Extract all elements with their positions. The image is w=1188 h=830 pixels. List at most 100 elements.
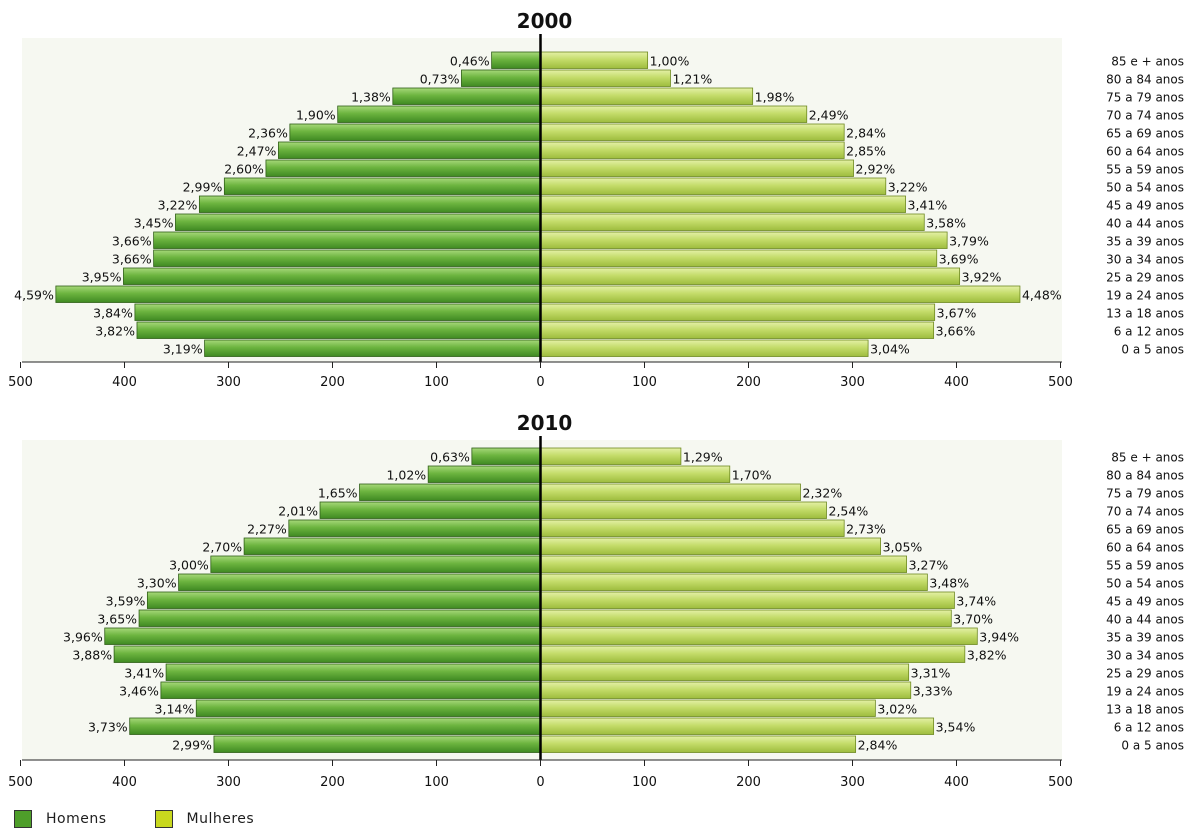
category-label-85-e-anos-2000: 85 e + anos (1111, 55, 1184, 69)
bar-homens-6-a-12-anos-2000 (136, 321, 541, 339)
label-homens-35-a-39-anos-2000: 3,66% (112, 234, 152, 249)
category-label-75-a-79-anos-2000: 75 a 79 anos (1106, 91, 1184, 105)
bar-homens-75-a-79-anos-2000 (392, 87, 541, 105)
bar-mulheres-40-a-44-anos-2000 (540, 213, 925, 231)
bar-mulheres-70-a-74-anos-2010 (540, 501, 827, 519)
label-mulheres-19-a-24-anos-2000: 4,48% (1022, 288, 1062, 303)
category-label-65-a-69-anos-2010: 65 a 69 anos (1106, 523, 1184, 537)
x-tick-label-4-2000: 100 (424, 375, 449, 390)
label-mulheres-40-a-44-anos-2010: 3,70% (953, 612, 993, 627)
x-tick-label-10-2000: 500 (1048, 375, 1073, 390)
bar-mulheres-70-a-74-anos-2000 (540, 105, 808, 123)
x-tick-label-0-2010: 500 (8, 775, 33, 790)
label-mulheres-6-a-12-anos-2010: 3,54% (936, 720, 976, 735)
label-homens-75-a-79-anos-2010: 1,65% (318, 486, 358, 501)
bar-mulheres-60-a-64-anos-2000 (540, 141, 845, 159)
label-homens-19-a-24-anos-2000: 4,59% (14, 288, 54, 303)
category-label-13-a-18-anos-2010: 13 a 18 anos (1106, 703, 1184, 717)
label-homens-55-a-59-anos-2010: 3,00% (169, 558, 209, 573)
category-label-75-a-79-anos-2010: 75 a 79 anos (1106, 487, 1184, 501)
bar-mulheres-0-a-5-anos-2000 (540, 339, 869, 357)
label-homens-30-a-34-anos-2010: 3,88% (72, 648, 112, 663)
bar-homens-40-a-44-anos-2000 (175, 213, 541, 231)
x-tick-label-5-2010: 0 (536, 775, 544, 790)
bar-homens-75-a-79-anos-2010 (359, 483, 541, 501)
bar-mulheres-13-a-18-anos-2010 (540, 699, 876, 717)
bar-mulheres-55-a-59-anos-2000 (540, 159, 854, 177)
bar-mulheres-6-a-12-anos-2000 (540, 321, 935, 339)
bar-mulheres-60-a-64-anos-2010 (540, 537, 881, 555)
label-mulheres-80-a-84-anos-2000: 1,21% (673, 72, 713, 87)
category-label-19-a-24-anos-2010: 19 a 24 anos (1106, 685, 1184, 699)
category-label-0-a-5-anos-2000: 0 a 5 anos (1121, 343, 1184, 357)
category-label-35-a-39-anos-2000: 35 a 39 anos (1106, 235, 1184, 249)
category-label-70-a-74-anos-2000: 70 a 74 anos (1106, 109, 1184, 123)
legend-swatch-homens (14, 810, 32, 828)
category-label-6-a-12-anos-2000: 6 a 12 anos (1114, 325, 1184, 339)
label-mulheres-70-a-74-anos-2000: 2,49% (809, 108, 849, 123)
bar-mulheres-65-a-69-anos-2010 (540, 519, 845, 537)
label-homens-55-a-59-anos-2000: 2,60% (224, 162, 264, 177)
label-homens-60-a-64-anos-2000: 2,47% (237, 144, 277, 159)
label-homens-6-a-12-anos-2000: 3,82% (95, 324, 135, 339)
label-mulheres-45-a-49-anos-2000: 3,41% (908, 198, 948, 213)
category-label-35-a-39-anos-2010: 35 a 39 anos (1106, 631, 1184, 645)
label-homens-70-a-74-anos-2000: 1,90% (296, 108, 336, 123)
bar-mulheres-75-a-79-anos-2010 (540, 483, 801, 501)
label-homens-0-a-5-anos-2000: 3,19% (163, 342, 203, 357)
label-homens-45-a-49-anos-2000: 3,22% (158, 198, 198, 213)
bar-mulheres-55-a-59-anos-2010 (540, 555, 907, 573)
bar-homens-60-a-64-anos-2000 (278, 141, 541, 159)
label-mulheres-55-a-59-anos-2010: 3,27% (909, 558, 949, 573)
label-homens-65-a-69-anos-2010: 2,27% (247, 522, 287, 537)
legend-label-mulheres: Mulheres (186, 811, 255, 827)
bar-mulheres-25-a-29-anos-2010 (540, 663, 910, 681)
category-label-60-a-64-anos-2010: 60 a 64 anos (1106, 541, 1184, 555)
bar-homens-65-a-69-anos-2010 (288, 519, 541, 537)
bar-mulheres-30-a-34-anos-2000 (540, 249, 938, 267)
x-tick-label-3-2010: 200 (320, 775, 345, 790)
x-tick-label-10-2010: 500 (1048, 775, 1073, 790)
bar-homens-60-a-64-anos-2010 (243, 537, 541, 555)
x-tick-label-6-2000: 100 (632, 375, 657, 390)
label-mulheres-80-a-84-anos-2010: 1,70% (732, 468, 772, 483)
label-homens-25-a-29-anos-2010: 3,41% (124, 666, 164, 681)
bar-homens-0-a-5-anos-2010 (213, 735, 541, 753)
bar-homens-30-a-34-anos-2000 (153, 249, 541, 267)
category-label-13-a-18-anos-2000: 13 a 18 anos (1106, 307, 1184, 321)
bar-homens-55-a-59-anos-2010 (210, 555, 541, 573)
label-mulheres-25-a-29-anos-2010: 3,31% (911, 666, 951, 681)
label-mulheres-19-a-24-anos-2010: 3,33% (913, 684, 953, 699)
bar-homens-30-a-34-anos-2010 (113, 645, 541, 663)
category-label-70-a-74-anos-2010: 70 a 74 anos (1106, 505, 1184, 519)
category-label-30-a-34-anos-2010: 30 a 34 anos (1106, 649, 1184, 663)
category-label-19-a-24-anos-2000: 19 a 24 anos (1106, 289, 1184, 303)
bar-homens-55-a-59-anos-2000 (265, 159, 541, 177)
label-mulheres-50-a-54-anos-2000: 3,22% (888, 180, 928, 195)
category-label-65-a-69-anos-2000: 65 a 69 anos (1106, 127, 1184, 141)
category-label-40-a-44-anos-2010: 40 a 44 anos (1106, 613, 1184, 627)
bar-mulheres-50-a-54-anos-2000 (540, 177, 887, 195)
bar-homens-19-a-24-anos-2010 (160, 681, 541, 699)
label-mulheres-35-a-39-anos-2010: 3,94% (979, 630, 1019, 645)
pyramid-2010: 2010 2,99% 2,84% 0 a 5 anos 3,73% 3,54% 6 a 12… (8, 411, 1184, 790)
bar-homens-65-a-69-anos-2000 (289, 123, 541, 141)
label-mulheres-70-a-74-anos-2010: 2,54% (829, 504, 869, 519)
x-tick-label-5-2000: 0 (536, 375, 544, 390)
label-mulheres-50-a-54-anos-2010: 3,48% (929, 576, 969, 591)
label-homens-50-a-54-anos-2010: 3,30% (137, 576, 177, 591)
bar-mulheres-19-a-24-anos-2010 (540, 681, 912, 699)
x-tick-label-7-2000: 200 (736, 375, 761, 390)
bar-mulheres-35-a-39-anos-2000 (540, 231, 948, 249)
category-label-0-a-5-anos-2010: 0 a 5 anos (1121, 739, 1184, 753)
label-mulheres-13-a-18-anos-2000: 3,67% (937, 306, 977, 321)
label-mulheres-85-e-anos-2000: 1,00% (650, 54, 690, 69)
category-label-30-a-34-anos-2000: 30 a 34 anos (1106, 253, 1184, 267)
bar-homens-80-a-84-anos-2000 (461, 69, 541, 87)
category-label-80-a-84-anos-2000: 80 a 84 anos (1106, 73, 1184, 87)
label-homens-40-a-44-anos-2000: 3,45% (134, 216, 174, 231)
bar-homens-19-a-24-anos-2000 (55, 285, 541, 303)
label-homens-19-a-24-anos-2010: 3,46% (119, 684, 159, 699)
label-mulheres-75-a-79-anos-2000: 1,98% (755, 90, 795, 105)
